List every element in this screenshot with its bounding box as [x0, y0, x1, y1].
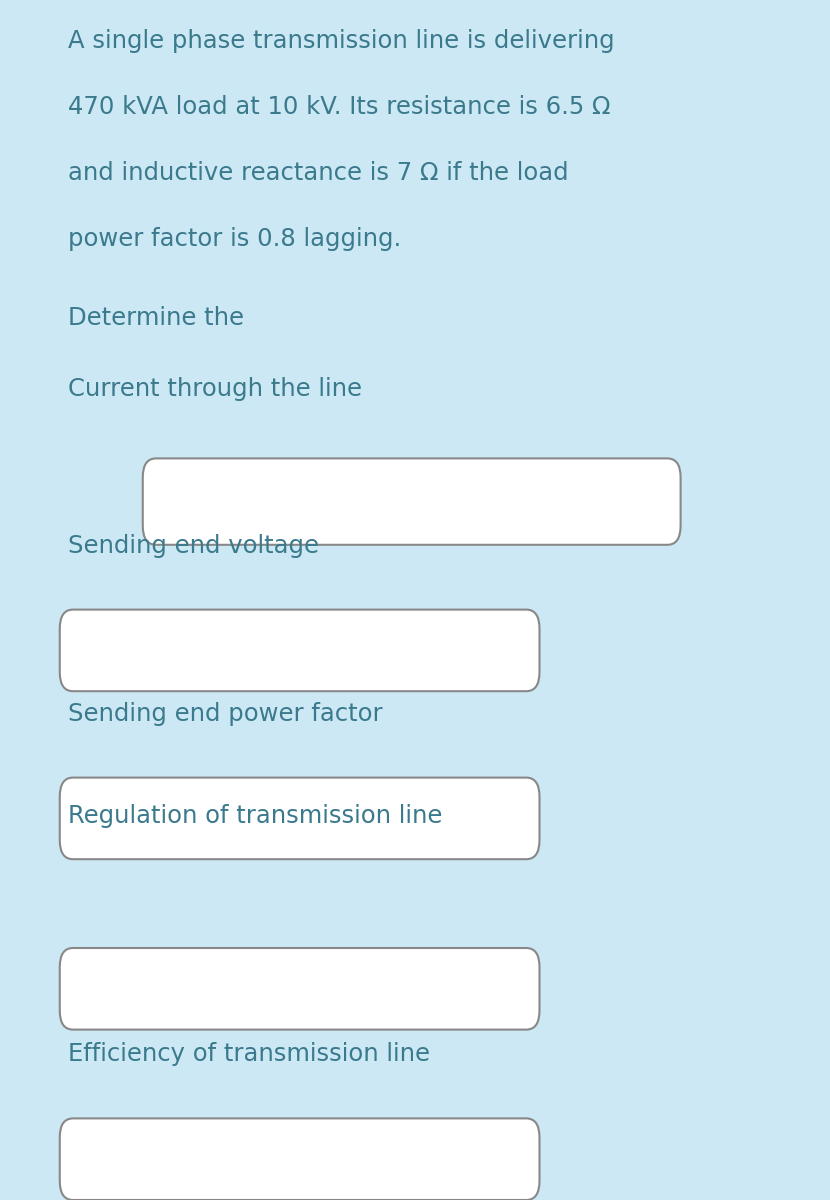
Text: Determine the: Determine the	[68, 306, 244, 330]
FancyBboxPatch shape	[60, 610, 540, 691]
Text: Current through the line: Current through the line	[68, 377, 362, 401]
Text: 470 kVA load at 10 kV. Its resistance is 6.5 Ω: 470 kVA load at 10 kV. Its resistance is…	[68, 95, 611, 119]
FancyBboxPatch shape	[143, 458, 681, 545]
Text: Sending end voltage: Sending end voltage	[68, 534, 319, 558]
Text: Sending end power factor: Sending end power factor	[68, 702, 383, 726]
FancyBboxPatch shape	[60, 1118, 540, 1200]
Text: A single phase transmission line is delivering: A single phase transmission line is deli…	[68, 29, 615, 53]
FancyBboxPatch shape	[60, 778, 540, 859]
Text: Efficiency of transmission line: Efficiency of transmission line	[68, 1042, 430, 1066]
Text: power factor is 0.8 lagging.: power factor is 0.8 lagging.	[68, 227, 402, 251]
Text: and inductive reactance is 7 Ω if the load: and inductive reactance is 7 Ω if the lo…	[68, 161, 569, 185]
Text: Regulation of transmission line: Regulation of transmission line	[68, 804, 442, 828]
FancyBboxPatch shape	[60, 948, 540, 1030]
